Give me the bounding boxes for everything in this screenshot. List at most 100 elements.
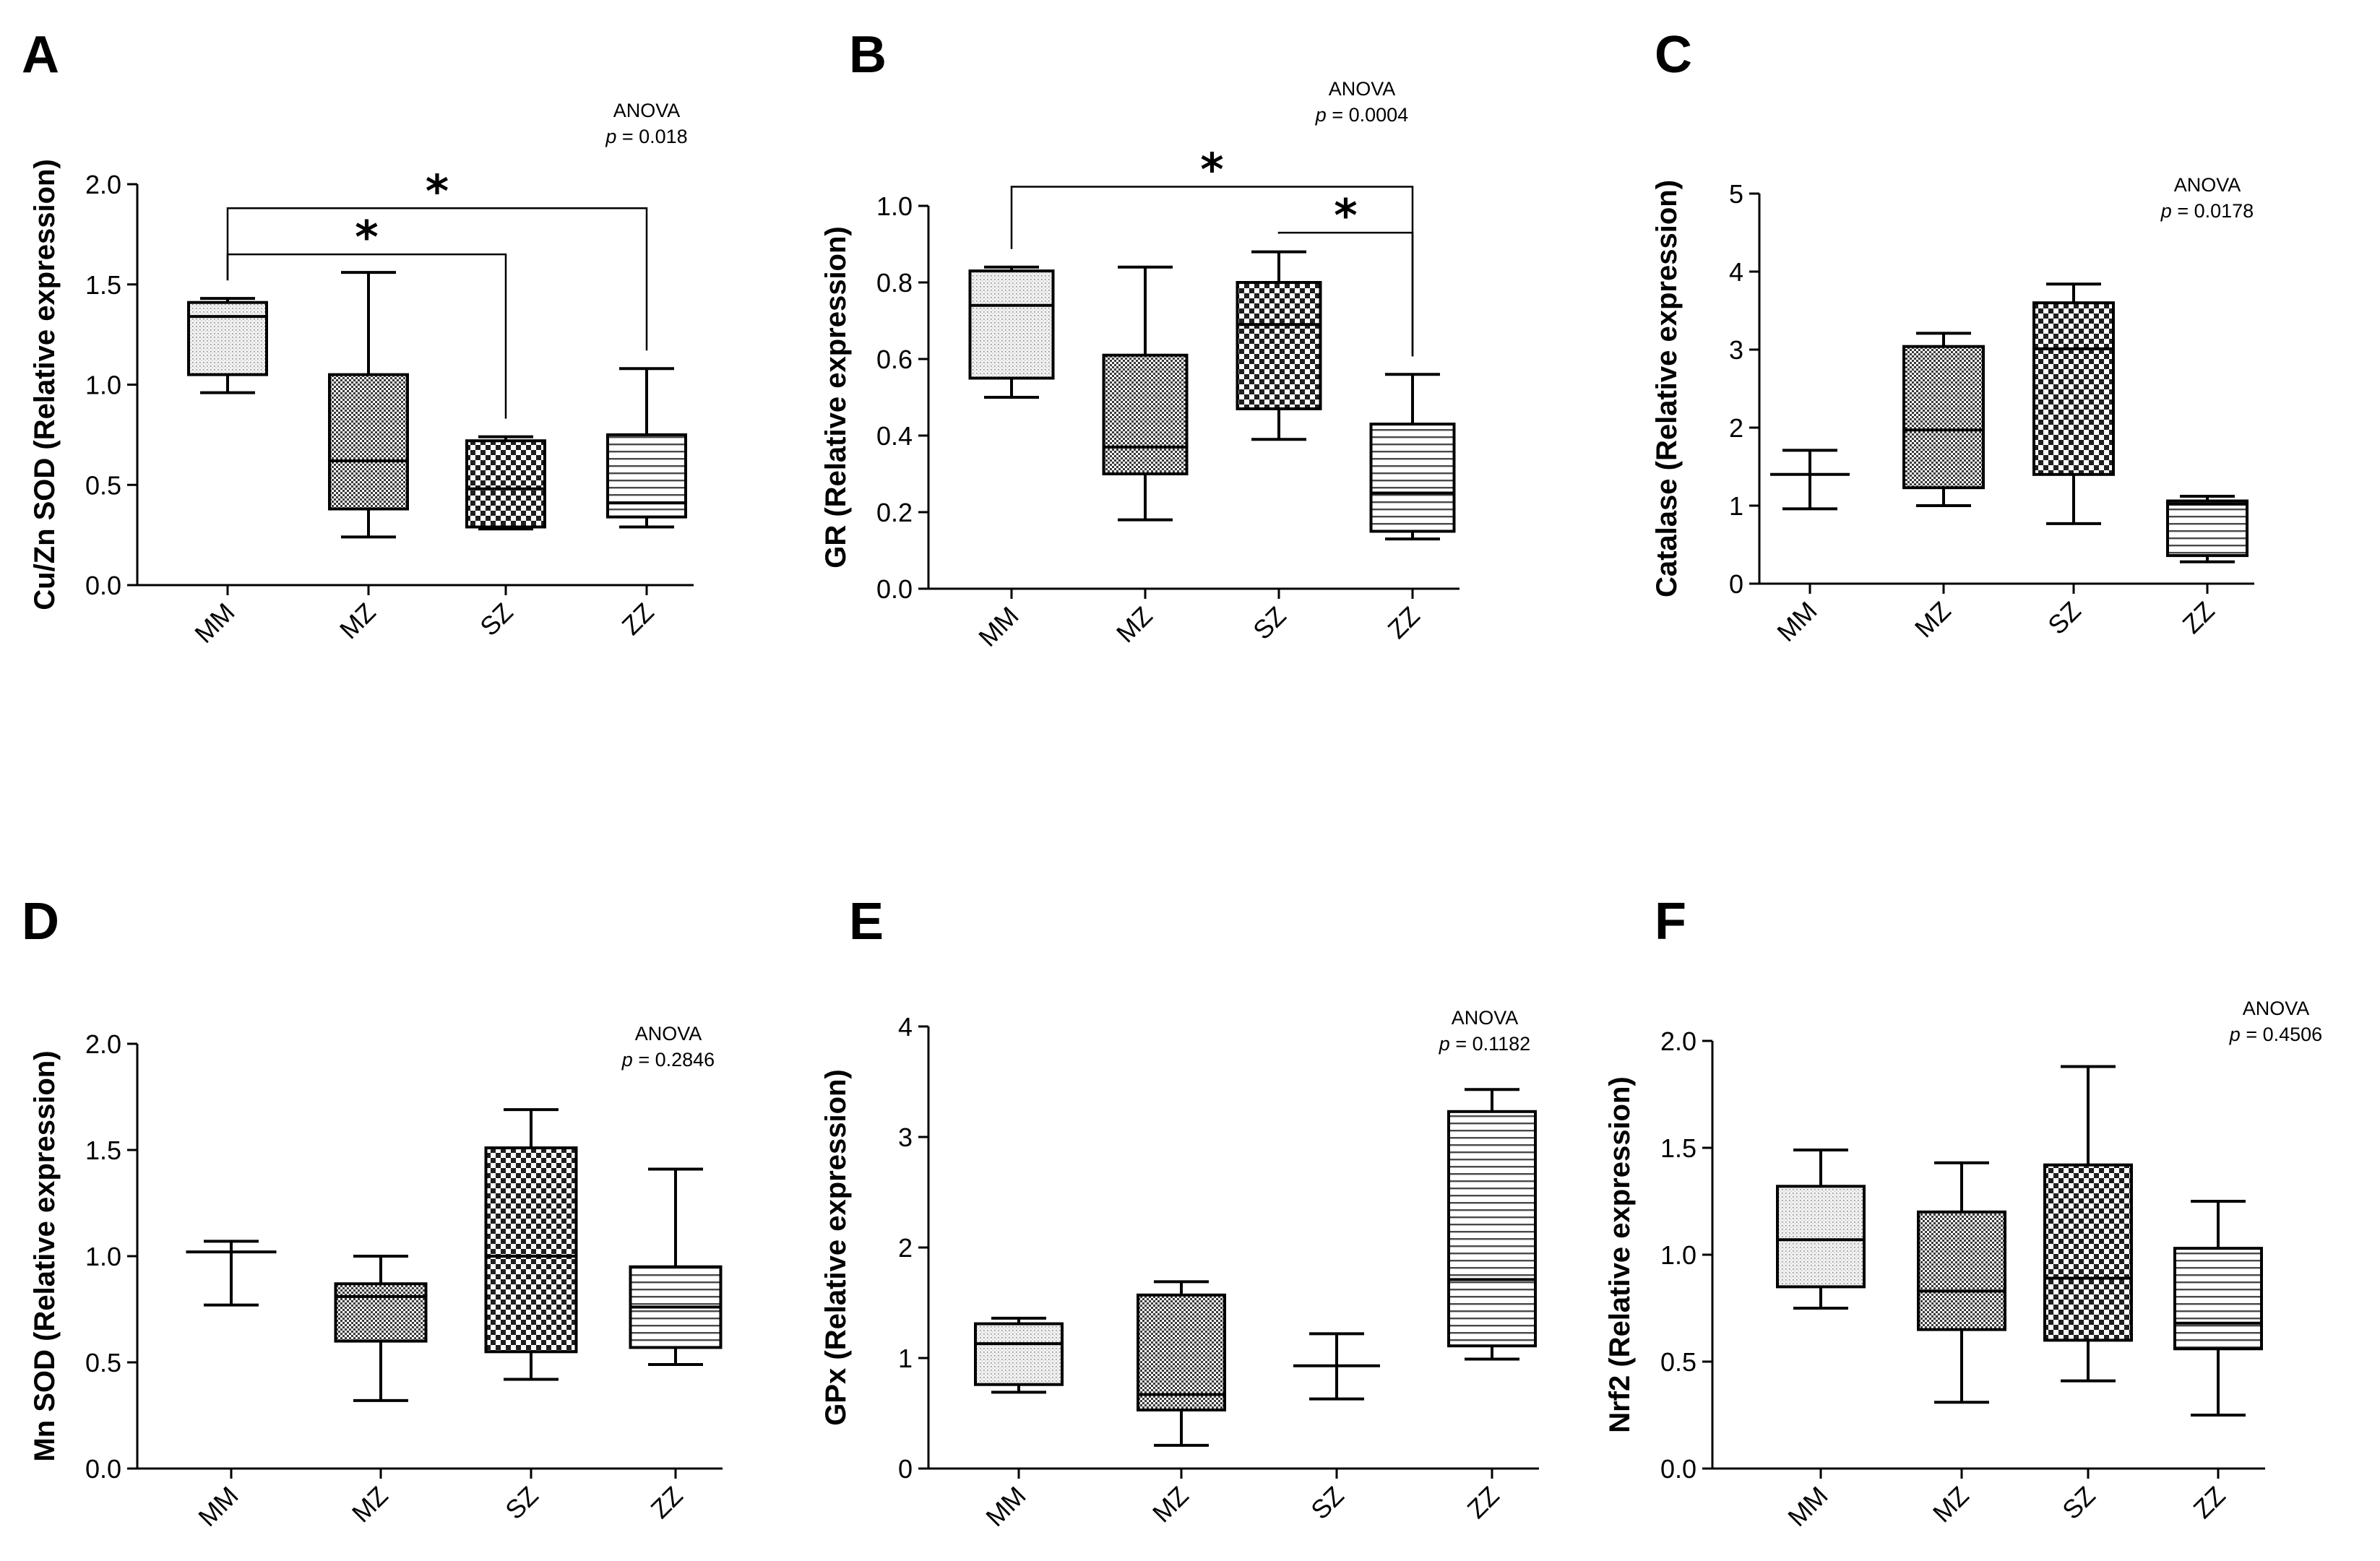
- box-zz: [629, 1167, 723, 1366]
- anova-label: ANOVA: [2174, 174, 2241, 196]
- y-tick-label: 0.4: [876, 421, 913, 451]
- significance-bracket: *: [226, 211, 507, 419]
- significance-star: *: [1334, 189, 1357, 242]
- p-number: = 0.2846: [633, 1049, 715, 1071]
- box-body: [1369, 423, 1456, 533]
- box-body: [2173, 1247, 2263, 1351]
- anova-p-value: p = 0.0004: [1315, 104, 1408, 126]
- panel-letter: B: [849, 26, 887, 84]
- p-number: = 0.018: [616, 126, 687, 147]
- box-body: [2166, 499, 2249, 558]
- box-body: [2032, 301, 2115, 476]
- box-body: [187, 300, 268, 376]
- significance-bracket: *: [1277, 189, 1414, 357]
- panel-f: F 0.0 0.5 1.0 1.5 2.0 Nrf2 (Relative expressio…: [1604, 893, 2322, 1532]
- x-tick-label: SZ: [2056, 1481, 2101, 1526]
- p-symbol: p: [1315, 104, 1327, 126]
- panel-letter: F: [1655, 893, 1686, 951]
- panel-b: B 0.0 0.2 0.4 0.6 0.8 1.0 GR (Relative expressi…: [820, 26, 1460, 652]
- box-sz: [465, 435, 546, 531]
- anova-p-value: p = 0.018: [605, 126, 687, 147]
- p-symbol: p: [1439, 1033, 1450, 1055]
- y-tick-label: 0.2: [876, 498, 913, 527]
- y-tick-label: 1.0: [85, 1242, 121, 1271]
- x-tick-label: MZ: [334, 597, 381, 645]
- x-tick-label: ZZ: [616, 597, 660, 641]
- box-mm: [1776, 1148, 1866, 1310]
- panel-a: A 0.0 0.5 1.0 1.5 2.0 Cu/Zn SOD (Relative expr…: [22, 26, 694, 649]
- significance-star: *: [1200, 144, 1223, 196]
- y-tick-label: 1.0: [1660, 1240, 1696, 1270]
- box-body: [1776, 1185, 1866, 1289]
- y-axis-title: GPx (Relative expression): [820, 1069, 852, 1426]
- x-tick-label: ZZ: [1462, 1481, 1505, 1524]
- x-tick-label: MZ: [1909, 596, 1957, 644]
- y-tick-label: 2: [1729, 413, 1743, 443]
- y-tick-label: 0.5: [85, 470, 121, 500]
- y-tick-label: 0.0: [1660, 1454, 1696, 1484]
- significance-bracket: *: [1010, 144, 1414, 357]
- anova-label: ANOVA: [635, 1023, 702, 1045]
- box-zz: [1447, 1088, 1537, 1361]
- x-tick-label: ZZ: [1382, 601, 1426, 644]
- x-tick-label: SZ: [1247, 601, 1292, 646]
- anova-p-value: p = 0.2846: [621, 1049, 715, 1071]
- anova-label: ANOVA: [2243, 998, 2310, 1019]
- box-mz: [1917, 1161, 2006, 1404]
- bracket-line: [1277, 231, 1414, 357]
- box-mz: [334, 1255, 428, 1402]
- box-body: [1917, 1210, 2006, 1331]
- y-tick-label: 1: [1729, 491, 1743, 521]
- p-number: = 0.4506: [2241, 1024, 2322, 1045]
- x-tick-label: MZ: [346, 1481, 394, 1528]
- x-tick-label: MZ: [1111, 601, 1158, 649]
- anova-label: ANOVA: [613, 100, 681, 121]
- y-axis-title: Catalase (Relative expression): [1651, 180, 1683, 597]
- panel-letter: D: [22, 893, 59, 951]
- box-body: [334, 1282, 428, 1343]
- y-tick-label: 0.6: [876, 345, 913, 374]
- y-tick-label: 4: [1729, 257, 1743, 287]
- anova-p-value: p = 0.4506: [2229, 1024, 2322, 1045]
- panel-letter: C: [1655, 26, 1692, 84]
- y-tick-label: 0.0: [876, 574, 913, 604]
- y-tick-label: 4: [898, 1012, 913, 1042]
- panel-letter: A: [22, 26, 59, 84]
- box-body: [2043, 1163, 2133, 1342]
- y-tick-label: 1.5: [85, 1136, 121, 1165]
- box-body: [1902, 345, 1985, 490]
- x-tick-label: ZZ: [2177, 596, 2220, 639]
- y-axis-title: GR (Relative expression): [820, 226, 852, 568]
- y-tick-label: 0.8: [876, 268, 913, 298]
- x-tick-label: MZ: [1927, 1481, 1975, 1528]
- box-sz: [2043, 1065, 2133, 1383]
- y-axis-title: Cu/Zn SOD (Relative expression): [29, 159, 61, 610]
- y-tick-label: 1.0: [85, 371, 121, 400]
- box-sz: [1236, 250, 1322, 441]
- x-tick-label: MM: [980, 1481, 1031, 1532]
- anova-label: ANOVA: [1452, 1007, 1519, 1029]
- box-body: [606, 433, 687, 519]
- x-tick-label: ZZ: [2188, 1481, 2231, 1524]
- y-tick-label: 0: [898, 1454, 913, 1484]
- box-sz: [1293, 1332, 1380, 1401]
- x-tick-label: MZ: [1147, 1481, 1194, 1528]
- p-symbol: p: [2229, 1024, 2241, 1045]
- significance-star: *: [355, 211, 378, 264]
- y-tick-label: 3: [898, 1123, 913, 1152]
- x-tick-label: ZZ: [645, 1481, 689, 1524]
- p-symbol: p: [621, 1049, 633, 1071]
- box-mz: [328, 271, 409, 539]
- y-axis-title: Mn SOD (Relative expression): [29, 1050, 61, 1461]
- y-tick-label: 0.5: [1660, 1347, 1696, 1377]
- x-tick-label: SZ: [499, 1481, 544, 1526]
- significance-bracket: *: [226, 165, 648, 351]
- box-sz: [2032, 282, 2115, 525]
- y-tick-label: 0: [1729, 569, 1743, 599]
- box-body: [1137, 1293, 1226, 1411]
- y-tick-label: 5: [1729, 179, 1743, 209]
- y-tick-label: 2.0: [1660, 1026, 1696, 1056]
- x-tick-label: MM: [1771, 596, 1822, 647]
- box-zz: [2166, 495, 2249, 563]
- box-body: [1102, 353, 1189, 476]
